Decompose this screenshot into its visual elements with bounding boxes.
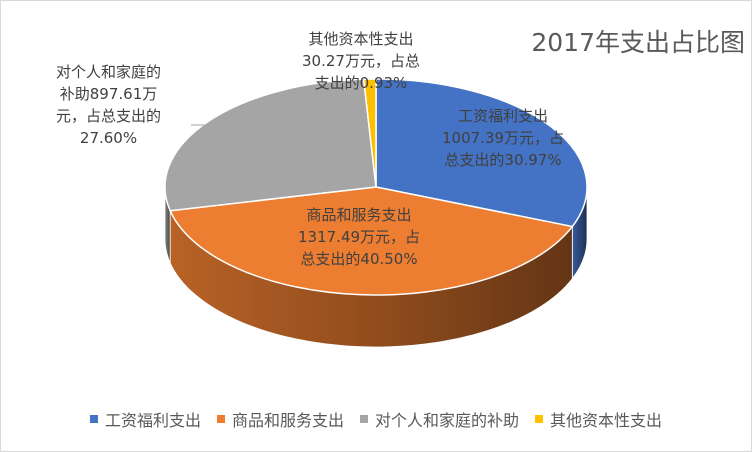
data-label-wages-line2: 1007.39万元，占 xyxy=(442,129,565,147)
leader-line-subsidy xyxy=(191,124,226,136)
legend-label-goods: 商品和服务支出 xyxy=(231,411,344,430)
data-label-subsidy: 对个人和家庭的 补助897.61万 元，占总支出的 27.60% xyxy=(56,61,161,149)
pie-slice-capital[interactable] xyxy=(362,78,377,188)
pie-slice-goods[interactable] xyxy=(169,186,574,296)
data-label-capital-line2: 30.27万元，占总 xyxy=(302,52,420,70)
data-label-capital-line1: 其他资本性支出 xyxy=(308,30,414,48)
legend-swatch-capital xyxy=(535,415,544,423)
data-label-goods-line3: 总支出的40.50% xyxy=(300,250,418,268)
data-label-goods-line1: 商品和服务支出 xyxy=(306,206,412,224)
data-label-wages-line1: 工资福利支出 xyxy=(458,107,549,125)
data-label-subsidy-line1: 对个人和家庭的 xyxy=(56,63,162,81)
leader-lines xyxy=(191,124,226,136)
legend-label-capital: 其他资本性支出 xyxy=(550,411,663,430)
data-label-subsidy-line3: 元，占总支出的 xyxy=(56,107,162,125)
legend-item-capital[interactable]: 其他资本性支出 xyxy=(535,407,662,431)
legend-item-wages[interactable]: 工资福利支出 xyxy=(89,407,201,431)
data-label-subsidy-line2: 补助897.61万 xyxy=(59,85,158,103)
pie-slice-subsidy[interactable] xyxy=(164,78,377,212)
legend-item-subsidy[interactable]: 对个人和家庭的补助 xyxy=(360,407,519,431)
chart-title: 2017年支出占比图 xyxy=(531,28,745,57)
data-label-goods: 商品和服务支出 1317.49万元，占 总支出的40.50% xyxy=(298,204,420,270)
legend-label-wages: 工资福利支出 xyxy=(104,411,201,430)
data-label-wages-line3: 总支出的30.97% xyxy=(444,151,562,169)
data-label-subsidy-line4: 27.60% xyxy=(79,129,138,147)
legend: 工资福利支出 商品和服务支出 对个人和家庭的补助 其他资本性支出 xyxy=(1,407,751,431)
data-label-capital: 其他资本性支出 30.27万元，占总 支出的0.93% xyxy=(302,28,420,94)
legend-item-goods[interactable]: 商品和服务支出 xyxy=(216,407,344,431)
data-label-wages: 工资福利支出 1007.39万元，占 总支出的30.97% xyxy=(442,105,564,171)
legend-swatch-subsidy xyxy=(360,415,368,423)
data-label-goods-line2: 1317.49万元，占 xyxy=(298,228,421,246)
legend-swatch-goods xyxy=(216,415,225,423)
legend-swatch-wages xyxy=(89,415,98,423)
pie-slice-wages[interactable] xyxy=(375,78,588,228)
pie-tops xyxy=(164,78,588,296)
legend-label-subsidy: 对个人和家庭的补助 xyxy=(375,411,520,430)
data-label-capital-line3: 支出的0.93% xyxy=(314,74,408,92)
